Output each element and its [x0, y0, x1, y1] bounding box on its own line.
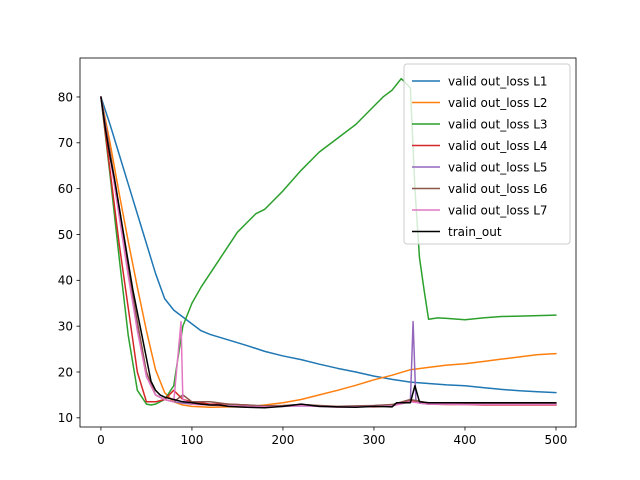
y-tick-label: 30 — [58, 319, 73, 333]
legend: valid out_loss L1 valid out_loss L2 valid … — [403, 63, 571, 245]
x-tick-label: 100 — [180, 433, 203, 447]
legend-label-6: valid out_loss L6 — [448, 182, 548, 196]
x-tick-label: 300 — [363, 433, 386, 447]
y-tick-label: 80 — [58, 90, 73, 104]
y-tick-label: 60 — [58, 182, 73, 196]
series-line-2 — [100, 96, 557, 409]
legend-label-7: valid out_loss L7 — [448, 203, 548, 217]
legend-label-4: valid out_loss L4 — [448, 139, 548, 153]
series-line-1 — [100, 96, 557, 394]
x-tick-label: 200 — [271, 433, 294, 447]
y-tick-label: 70 — [58, 136, 73, 150]
y-tick-label: 10 — [58, 411, 73, 425]
plot-area: 0 100 200 300 400 500 10 20 30 40 50 60 70 80 — [58, 57, 577, 447]
series-line-3 — [100, 77, 557, 406]
y-tick-label: 50 — [58, 228, 73, 242]
x-tick-label: 0 — [97, 433, 105, 447]
series-layer — [100, 77, 557, 409]
y-tick-label: 40 — [58, 274, 73, 288]
legend-label-5: valid out_loss L5 — [448, 160, 548, 174]
legend-label-3: valid out_loss L3 — [448, 117, 548, 131]
x-axis-ticks: 0 100 200 300 400 500 — [97, 427, 567, 447]
y-axis-ticks: 10 20 30 40 50 60 70 80 — [58, 90, 80, 425]
axes-frame — [79, 57, 577, 428]
x-tick-label: 400 — [454, 433, 477, 447]
legend-label-2: valid out_loss L2 — [448, 96, 548, 110]
series-line-8 — [100, 96, 557, 409]
y-tick-label: 20 — [58, 365, 73, 379]
x-tick-label: 500 — [545, 433, 568, 447]
legend-box — [403, 63, 571, 245]
legend-label-1: valid out_loss L1 — [448, 74, 548, 88]
legend-label-8: train_out — [448, 225, 502, 239]
